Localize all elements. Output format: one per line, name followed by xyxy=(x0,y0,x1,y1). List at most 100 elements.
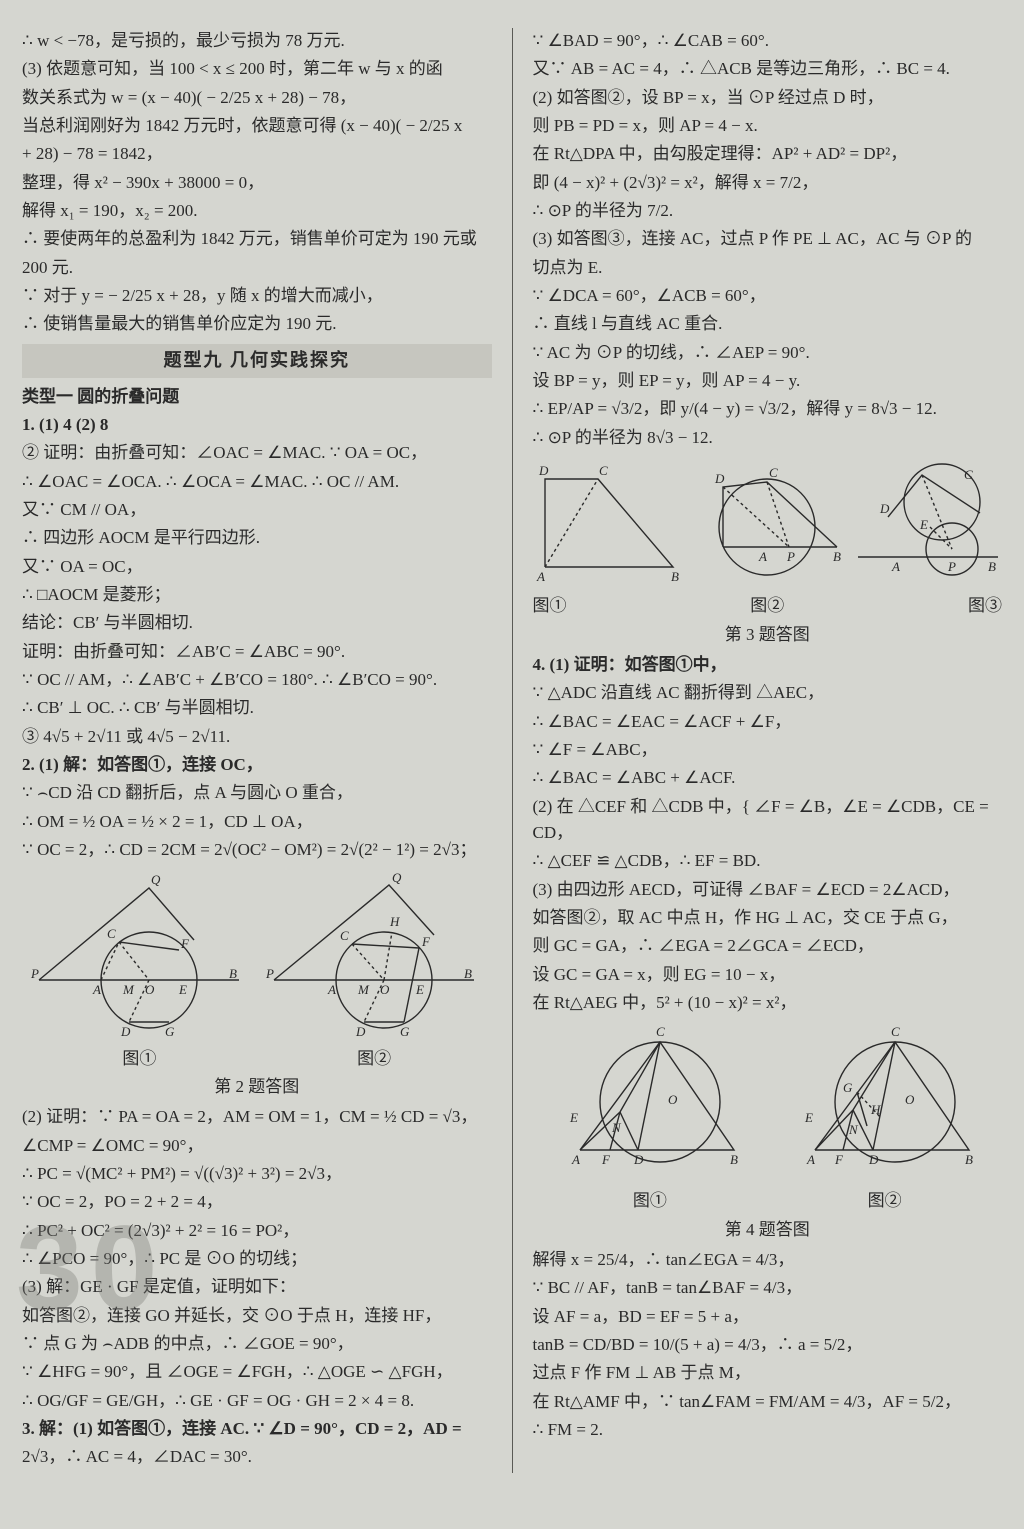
svg-text:B: B xyxy=(229,966,237,981)
figure-label: 图① xyxy=(533,593,567,619)
text-line: 解得 x = 25/4，∴ tan∠EGA = 4/3， xyxy=(533,1247,1003,1273)
svg-text:C: C xyxy=(107,926,116,941)
text-line: 过点 F 作 FM ⊥ AB 于点 M， xyxy=(533,1360,1003,1386)
text-line: ∴ w < −78，是亏损的，最少亏损为 78 万元. xyxy=(22,28,492,54)
text-line: ∴ PC² + OC² = (2√3)² + 2² = 16 = PO²， xyxy=(22,1218,492,1244)
text-line: (3) 依题意可知，当 100 < x ≤ 200 时，第二年 w 与 x 的函 xyxy=(22,56,492,82)
figure-label: 图② xyxy=(357,1046,391,1072)
text-line: 则 PB = PD = x，则 AP = 4 − x. xyxy=(533,113,1003,139)
text-line: ∵ OC = 2，PO = 2 + 2 = 4， xyxy=(22,1189,492,1215)
text-line: 结论：CB′ 与半圆相切. xyxy=(22,610,492,636)
text-line: ∵ BC // AF，tanB = tan∠BAF = 4/3， xyxy=(533,1275,1003,1301)
text-line: ∴ 直线 l 与直线 AC 重合. xyxy=(533,311,1003,337)
svg-text:B: B xyxy=(965,1152,973,1167)
text-line: ∴ △CEF ≌ △CDB，∴ EF = BD. xyxy=(533,848,1003,874)
svg-text:O: O xyxy=(145,982,155,997)
text-line: ∴ CB′ ⊥ OC. ∴ CB′ 与半圆相切. xyxy=(22,695,492,721)
svg-text:A: A xyxy=(758,549,767,564)
svg-text:C: C xyxy=(769,465,778,480)
text-line: ∴ 使销售量最大的销售单价应定为 190 元. xyxy=(22,311,492,337)
svg-text:B: B xyxy=(833,549,841,564)
text-line: ∵ ∠DCA = 60°，∠ACB = 60°， xyxy=(533,283,1003,309)
text-line: 证明：由折叠可知：∠AB′C = ∠ABC = 90°. xyxy=(22,639,492,665)
text-line: 3. 解：(1) 如答图①，连接 AC. ∵ ∠D = 90°，CD = 2，A… xyxy=(22,1416,492,1442)
svg-text:C: C xyxy=(656,1024,665,1039)
svg-text:D: D xyxy=(868,1152,879,1167)
svg-text:A: A xyxy=(806,1152,815,1167)
svg-text:M: M xyxy=(122,982,135,997)
svg-text:D: D xyxy=(538,463,549,478)
svg-text:A: A xyxy=(92,982,101,997)
svg-text:A: A xyxy=(571,1152,580,1167)
text-line: 2. (1) 解：如答图①，连接 OC， xyxy=(22,752,492,778)
svg-text:E: E xyxy=(178,982,187,997)
svg-text:B: B xyxy=(988,559,996,574)
svg-text:C: C xyxy=(340,928,349,943)
figure-q2-left: Q C F P A M O E B D G xyxy=(29,870,249,1040)
text-line: ∴ ∠BAC = ∠EAC = ∠ACF + ∠F， xyxy=(533,709,1003,735)
text-line: ③ 4√5 + 2√11 或 4√5 − 2√11. xyxy=(22,724,492,750)
text-line: 设 BP = y，则 EP = y，则 AP = 4 − y. xyxy=(533,368,1003,394)
text-line: 又∵ OA = OC， xyxy=(22,554,492,580)
text-line: tanB = CD/BD = 10/(5 + a) = 4/3，∴ a = 5/… xyxy=(533,1332,1003,1358)
text-line: ∵ ∠BAD = 90°，∴ ∠CAB = 60°. xyxy=(533,28,1003,54)
svg-text:E: E xyxy=(804,1110,813,1125)
figure-q3-2: D C A P B xyxy=(687,457,847,587)
text-line: ∴ FM = 2. xyxy=(533,1417,1003,1443)
text-line: 整理，得 x² − 390x + 38000 = 0， xyxy=(22,170,492,196)
svg-text:D: D xyxy=(355,1024,366,1039)
text-line: ∵ OC // AM，∴ ∠AB′C + ∠B′CO = 180°. ∴ ∠B′… xyxy=(22,667,492,693)
text-line: ∵ △ADC 沿直线 AC 翻折得到 △AEC， xyxy=(533,680,1003,706)
svg-text:O: O xyxy=(668,1092,678,1107)
text-line: ∴ □AOCM 是菱形； xyxy=(22,582,492,608)
text-line: 在 Rt△DPA 中，由勾股定理得：AP² + AD² = DP²， xyxy=(533,141,1003,167)
figure-label: 图③ xyxy=(968,593,1002,619)
svg-text:E: E xyxy=(919,517,928,532)
text-line: ∵ ∠HFG = 90°，且 ∠OGE = ∠FGH，∴ △OGE ∽ △FGH… xyxy=(22,1359,492,1385)
text-line: 1. (1) 4 (2) 8 xyxy=(22,412,492,438)
figure-q4-labels: 图① 图② xyxy=(533,1188,1003,1214)
text-line: ② 证明：由折叠可知：∠OAC = ∠MAC. ∵ OA = OC， xyxy=(22,440,492,466)
svg-text:G: G xyxy=(843,1080,853,1095)
figure-q2-right: Q C H F P A M O E B D G xyxy=(264,870,484,1040)
figure-q2-labels: 图① 图② xyxy=(22,1046,492,1072)
text-line: ∵ ⌢CD 沿 CD 翻折后，点 A 与圆心 O 重合， xyxy=(22,780,492,806)
svg-text:C: C xyxy=(964,467,973,482)
text-line: ∴ ∠PCO = 90°，∴ PC 是 ⊙O 的切线； xyxy=(22,1246,492,1272)
column-divider xyxy=(512,28,513,1473)
text-line: 解得 x₁ = 190，x₂ = 200. xyxy=(22,198,492,224)
text-line: 则 GC = GA，∴ ∠EGA = 2∠GCA = ∠ECD， xyxy=(533,933,1003,959)
svg-text:D: D xyxy=(879,501,890,516)
left-column: ∴ w < −78，是亏损的，最少亏损为 78 万元. (3) 依题意可知，当 … xyxy=(22,28,492,1473)
svg-text:O: O xyxy=(380,982,390,997)
svg-text:M: M xyxy=(357,982,370,997)
figure-label: 图② xyxy=(868,1188,902,1214)
text-line: (2) 如答图②，设 BP = x，当 ⊙P 经过点 D 时， xyxy=(533,85,1003,111)
text-line: 切点为 E. xyxy=(533,255,1003,281)
text-line: (2) 在 △CEF 和 △CDB 中，{ ∠F = ∠B，∠E = ∠CDB，… xyxy=(533,794,1003,847)
text-line: 200 元. xyxy=(22,255,492,281)
text-line: ∴ ⊙P 的半径为 8√3 − 12. xyxy=(533,425,1003,451)
figure-label: 图① xyxy=(633,1188,667,1214)
text-line: (2) 证明：∵ PA = OA = 2，AM = OM = 1，CM = ½ … xyxy=(22,1104,492,1130)
text-line: 2√3，∴ AC = 4，∠DAC = 30°. xyxy=(22,1444,492,1470)
text-line: ∵ AC 为 ⊙P 的切线，∴ ∠AEP = 90°. xyxy=(533,340,1003,366)
svg-text:D: D xyxy=(714,471,725,486)
text-line: ∴ ∠BAC = ∠ABC + ∠ACF. xyxy=(533,765,1003,791)
text-line: 又∵ AB = AC = 4，∴ △ACB 是等边三角形，∴ BC = 4. xyxy=(533,56,1003,82)
svg-text:P: P xyxy=(30,966,39,981)
svg-text:Q: Q xyxy=(392,870,402,885)
svg-text:C: C xyxy=(599,463,608,478)
svg-text:P: P xyxy=(265,966,274,981)
text-line: ∴ OG/GF = GE/GH，∴ GE · GF = OG · GH = 2 … xyxy=(22,1388,492,1414)
text-line: ∠CMP = ∠OMC = 90°， xyxy=(22,1133,492,1159)
text-line: ∴ ⊙P 的半径为 7/2. xyxy=(533,198,1003,224)
subheading: 类型一 圆的折叠问题 xyxy=(22,384,492,410)
text-line: 4. (1) 证明：如答图①中， xyxy=(533,652,1003,678)
text-line: (3) 如答图③，连接 AC，过点 P 作 PE ⊥ AC，AC 与 ⊙P 的 xyxy=(533,226,1003,252)
text-line: + 28) − 78 = 1842， xyxy=(22,141,492,167)
svg-text:E: E xyxy=(569,1110,578,1125)
text-line: ∴ PC = √(MC² + PM²) = √((√3)² + 3²) = 2√… xyxy=(22,1161,492,1187)
text-line: ∵ OC = 2，∴ CD = 2CM = 2√(OC² − OM²) = 2√… xyxy=(22,837,492,863)
svg-text:N: N xyxy=(611,1120,622,1135)
